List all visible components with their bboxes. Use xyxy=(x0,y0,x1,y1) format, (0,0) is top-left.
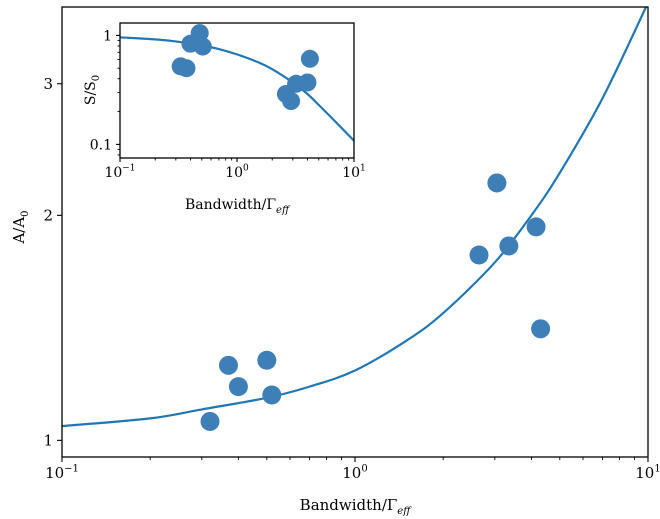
main-x-tick-label-base: 10 xyxy=(45,464,64,482)
inset-y-axis-title: S/S0 xyxy=(83,75,102,105)
inset-x-tick-label: 101 xyxy=(342,164,366,181)
main-data-point xyxy=(526,217,546,237)
main-fit-curve-layer xyxy=(62,7,648,428)
main-y-axis-title-main: A/A xyxy=(10,217,28,245)
main-x-axis-title-subscript: eff xyxy=(397,506,412,517)
main-x-tick-label: 10−1 xyxy=(45,463,79,482)
inset-fit-curve-layer xyxy=(120,36,354,142)
main-data-point xyxy=(469,245,489,265)
inset-data-point xyxy=(300,49,319,68)
inset-data-point xyxy=(190,24,209,43)
main-points-layer xyxy=(200,173,551,431)
inset-data-point xyxy=(193,37,212,56)
main-data-point xyxy=(487,173,507,193)
inset-x-tick-label-exponent: 0 xyxy=(243,164,249,174)
main-data-point xyxy=(200,411,220,431)
inset-background xyxy=(120,23,354,158)
main-fit-curve xyxy=(62,7,648,428)
main-data-point xyxy=(262,385,282,405)
main-data-point xyxy=(228,377,248,397)
main-y-axis-title-subscript: 0 xyxy=(20,210,31,216)
inset-fit-curve xyxy=(120,36,354,142)
main-x-tick-label-exponent: 1 xyxy=(654,463,660,474)
inset-x-tick-label-exponent: −1 xyxy=(122,164,135,174)
inset-x-tick-label: 10−1 xyxy=(104,164,135,181)
main-data-point xyxy=(499,236,519,256)
main-x-axis-title: Bandwidth/Γeff xyxy=(300,496,413,517)
inset-y-axis-title-main: S/S xyxy=(83,81,99,105)
main-x-tick-label-exponent: −1 xyxy=(64,463,79,474)
main-data-point xyxy=(257,350,277,370)
main-x-tick-label-exponent: 0 xyxy=(361,463,367,474)
inset-y-axis-title-subscript: 0 xyxy=(91,75,102,81)
inset-x-axis-title-subscript: eff xyxy=(276,205,291,216)
main-x-tick-label: 101 xyxy=(635,463,660,482)
main-x-tick-label-base: 10 xyxy=(635,464,654,482)
inset-x-tick-label-base: 10 xyxy=(104,165,122,181)
main-y-axis-title: A/A0 xyxy=(10,210,31,244)
inset-y-tick-label: 1 xyxy=(103,28,112,44)
inset-data-point xyxy=(298,73,317,92)
main-y-tick-label: 1 xyxy=(43,432,53,450)
main-x-axis-title-main: Bandwidth/Γ xyxy=(300,496,398,514)
inset-x-axis-title-main: Bandwidth/Γ xyxy=(185,197,276,213)
main-data-point xyxy=(531,319,551,339)
inset-data-point xyxy=(177,59,196,78)
main-x-tick-label-base: 10 xyxy=(342,464,361,482)
main-y-tick-label: 2 xyxy=(43,207,53,225)
inset-points-layer xyxy=(171,24,319,111)
inset-x-axis-title: Bandwidth/Γeff xyxy=(185,197,291,216)
inset-data-point xyxy=(282,92,301,111)
inset-x-tick-label-exponent: 1 xyxy=(360,164,366,174)
main-data-point xyxy=(218,355,238,375)
main-x-tick-label: 100 xyxy=(342,463,367,482)
inset-x-tick-label-base: 10 xyxy=(225,165,243,181)
inset-y-tick-label: 0.1 xyxy=(90,137,112,153)
inset-x-tick-label-base: 10 xyxy=(342,165,360,181)
inset-x-tick-label: 100 xyxy=(225,164,249,181)
main-y-tick-label: 3 xyxy=(43,75,53,93)
